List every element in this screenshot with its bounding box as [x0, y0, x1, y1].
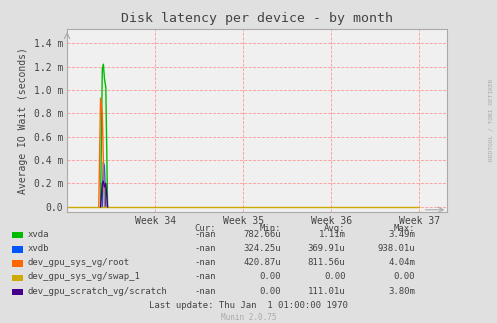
Text: 3.49m: 3.49m [388, 230, 415, 239]
Text: RRDTOOL / TOBI OETIKER: RRDTOOL / TOBI OETIKER [489, 78, 494, 161]
Text: dev_gpu_sys_vg/root: dev_gpu_sys_vg/root [27, 258, 129, 267]
Text: -nan: -nan [195, 230, 216, 239]
Text: -nan: -nan [195, 272, 216, 281]
Y-axis label: Average IO Wait (seconds): Average IO Wait (seconds) [18, 47, 28, 194]
Text: Munin 2.0.75: Munin 2.0.75 [221, 313, 276, 322]
Text: 0.00: 0.00 [259, 287, 281, 296]
Text: Avg:: Avg: [324, 224, 345, 233]
Text: -nan: -nan [195, 258, 216, 267]
Text: Max:: Max: [394, 224, 415, 233]
Text: Min:: Min: [259, 224, 281, 233]
Title: Disk latency per device - by month: Disk latency per device - by month [121, 12, 393, 25]
Text: 369.91u: 369.91u [308, 244, 345, 253]
Text: dev_gpu_scratch_vg/scratch: dev_gpu_scratch_vg/scratch [27, 287, 167, 296]
Text: 811.56u: 811.56u [308, 258, 345, 267]
Text: Cur:: Cur: [195, 224, 216, 233]
Text: 324.25u: 324.25u [243, 244, 281, 253]
Text: 1.11m: 1.11m [319, 230, 345, 239]
Text: -nan: -nan [195, 244, 216, 253]
Text: 0.00: 0.00 [394, 272, 415, 281]
Text: 0.00: 0.00 [324, 272, 345, 281]
Text: 0.00: 0.00 [259, 272, 281, 281]
Text: 420.87u: 420.87u [243, 258, 281, 267]
Text: Last update: Thu Jan  1 01:00:00 1970: Last update: Thu Jan 1 01:00:00 1970 [149, 301, 348, 310]
Text: -nan: -nan [195, 287, 216, 296]
Text: 3.80m: 3.80m [388, 287, 415, 296]
Text: 782.66u: 782.66u [243, 230, 281, 239]
Text: dev_gpu_sys_vg/swap_1: dev_gpu_sys_vg/swap_1 [27, 272, 140, 281]
Text: 938.01u: 938.01u [377, 244, 415, 253]
Text: 111.01u: 111.01u [308, 287, 345, 296]
Text: xvdb: xvdb [27, 244, 49, 253]
Text: 4.04m: 4.04m [388, 258, 415, 267]
Text: xvda: xvda [27, 230, 49, 239]
